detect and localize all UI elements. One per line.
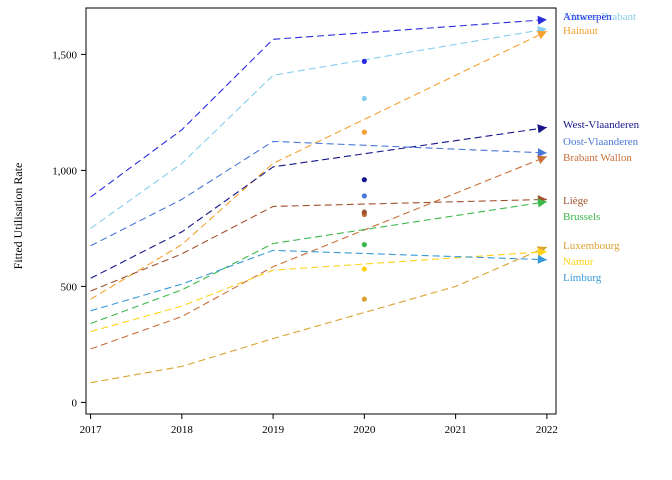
points-2020 — [361, 58, 367, 302]
arrow-head — [537, 247, 547, 257]
series-label: Vlaams-Brabant — [564, 11, 636, 23]
x-tick-label: 2018 — [171, 424, 194, 436]
y-tick-label: 1,500 — [52, 49, 77, 61]
series-line — [90, 251, 547, 333]
arrow-head — [537, 148, 547, 158]
series-label: Oost-Vlaanderen — [563, 136, 639, 148]
y-tick-label: 500 — [61, 281, 78, 293]
data-point-2020 — [361, 296, 367, 302]
series-line — [90, 28, 547, 229]
y-axis: 0 500 1,000 1,500 — [52, 49, 86, 409]
plot-frame — [85, 7, 557, 415]
arrow-head — [537, 254, 547, 264]
data-point-2020 — [361, 193, 367, 199]
x-tick-label: 2020 — [353, 424, 376, 436]
arrow-head — [537, 124, 547, 134]
data-point-2020 — [361, 209, 367, 215]
series-line — [90, 140, 547, 247]
series-label: Limburg — [563, 272, 602, 284]
series-line — [90, 198, 547, 292]
series-label: West-Vlaanderen — [563, 119, 640, 131]
series-label: Namur — [563, 256, 594, 268]
x-tick-label: 2019 — [262, 424, 285, 436]
data-point-2020 — [361, 58, 367, 64]
series-line — [90, 19, 547, 198]
x-tick-label: 2021 — [445, 424, 467, 436]
series-label: Liège — [563, 195, 588, 207]
arrow-head — [536, 31, 547, 40]
arrow-head — [537, 198, 547, 208]
data-point-2020 — [361, 95, 367, 102]
y-tick-label: 1,000 — [52, 165, 77, 177]
series-label: Luxembourg — [563, 240, 620, 252]
data-point-2020 — [361, 177, 367, 183]
series-line — [90, 155, 548, 350]
arrow-head — [537, 15, 547, 25]
series-label: Brabant Wallon — [563, 152, 632, 164]
x-axis: 2017 2018 2019 2020 2021 2022 — [80, 414, 558, 436]
series-label: Antwerpen — [563, 11, 612, 23]
data-point-2020 — [361, 129, 367, 135]
series-label: Brussels — [563, 211, 600, 223]
series-line — [90, 249, 547, 312]
y-axis-title: Fitted Utilisation Rate — [11, 163, 25, 270]
x-tick-label: 2022 — [536, 424, 558, 436]
data-point-2020 — [361, 266, 367, 272]
x-tick-label: 2017 — [80, 424, 103, 436]
data-point-2020 — [361, 242, 367, 248]
y-tick-label: 0 — [72, 397, 78, 409]
series-labels: Vlaams-Brabant Hainaut West-Vlaanderen Oost… — [563, 11, 640, 284]
arrow-head — [536, 155, 547, 165]
series-line — [90, 246, 548, 384]
series-line — [90, 201, 547, 325]
series-lines — [90, 15, 548, 384]
series-line — [90, 126, 547, 279]
series-label: Hainaut — [563, 25, 598, 37]
series-line — [90, 30, 548, 300]
